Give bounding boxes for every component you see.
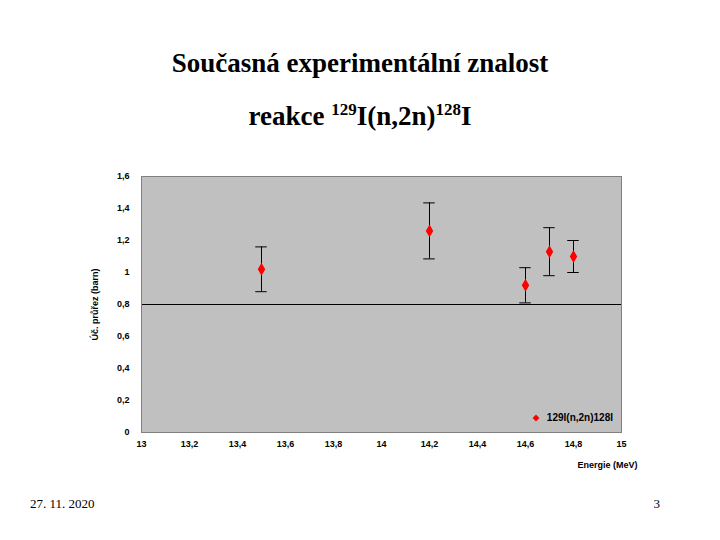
svg-text:13,6: 13,6 <box>277 439 295 449</box>
svg-text:14,2: 14,2 <box>421 439 439 449</box>
svg-text:13: 13 <box>136 439 146 449</box>
svg-text:1,2: 1,2 <box>117 235 130 245</box>
svg-text:0,4: 0,4 <box>117 363 130 373</box>
svg-text:14,8: 14,8 <box>565 439 583 449</box>
svg-text:0,6: 0,6 <box>117 331 130 341</box>
svg-text:0,2: 0,2 <box>117 395 130 405</box>
html-text:reakce129I(n,2n)128I: reakce129I(n,2n)128I <box>248 100 472 131</box>
svg-text:0: 0 <box>124 427 129 437</box>
html-text:129I(n,2n)128I: 129I(n,2n)128I <box>546 412 613 423</box>
svg-text:Energie (MeV): Energie (MeV) <box>577 460 637 470</box>
svg-text:1,4: 1,4 <box>117 203 130 213</box>
svg-text:13,4: 13,4 <box>229 439 247 449</box>
svg-text:15: 15 <box>616 439 626 449</box>
svg-text:14,4: 14,4 <box>469 439 487 449</box>
svg-text:13,2: 13,2 <box>181 439 199 449</box>
html-text:27. 11. 2020: 27. 11. 2020 <box>30 496 95 511</box>
svg-text:14: 14 <box>376 439 386 449</box>
svg-text:Úč. průřez (barn): Úč. průřez (barn) <box>89 268 100 340</box>
html-text:Současná experimentální znalos: Současná experimentální znalost <box>171 48 549 78</box>
html-text:3: 3 <box>653 496 660 511</box>
svg-text:13,8: 13,8 <box>325 439 343 449</box>
svg-text:14,6: 14,6 <box>517 439 535 449</box>
svg-text:1: 1 <box>124 267 129 277</box>
svg-text:0,8: 0,8 <box>117 299 130 309</box>
svg-text:1,6: 1,6 <box>117 171 130 181</box>
